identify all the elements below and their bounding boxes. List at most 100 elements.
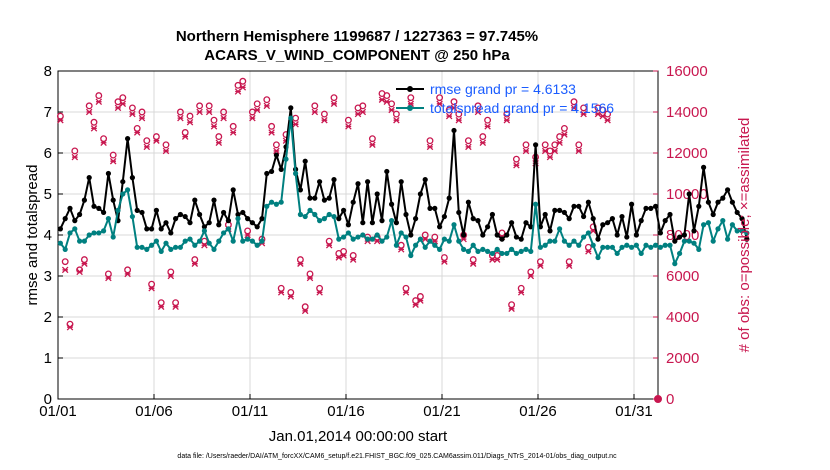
spread-point xyxy=(609,244,616,250)
obs-possible-marker xyxy=(584,243,592,251)
spread-point xyxy=(216,238,222,244)
obs-assimilated-marker xyxy=(311,108,319,116)
obs-possible-marker xyxy=(493,252,501,259)
spread-point xyxy=(360,232,366,238)
obs-assimilated-marker xyxy=(469,260,477,267)
obs-assimilated-marker xyxy=(565,262,573,270)
y-tick-right-label: 4000 xyxy=(666,309,699,326)
y-tick-left-label: 3 xyxy=(44,268,52,285)
spread-point xyxy=(134,244,140,250)
obs-possible-marker xyxy=(426,137,434,145)
obs-assimilated-marker xyxy=(301,307,309,315)
rmse-point xyxy=(216,222,222,228)
spread-point xyxy=(662,242,668,248)
spread-point xyxy=(513,250,520,257)
obs-assimilated-marker xyxy=(604,116,611,124)
spread-point xyxy=(206,240,212,246)
obs-assimilated-marker xyxy=(220,114,227,122)
spread-point xyxy=(552,238,558,244)
spread-point xyxy=(672,261,678,267)
spread-point xyxy=(494,246,500,252)
spread-point xyxy=(576,242,582,248)
spread-point xyxy=(225,226,231,232)
rmse-point xyxy=(230,187,236,193)
obs-possible-marker xyxy=(61,258,69,266)
rmse-point xyxy=(513,234,520,240)
spread-point xyxy=(355,234,361,240)
y-tick-left-label: 2 xyxy=(44,309,52,326)
spread-point xyxy=(389,218,395,224)
rmse-point xyxy=(528,224,534,230)
rmse-point xyxy=(485,224,491,230)
rmse-point xyxy=(633,232,640,238)
rmse-point xyxy=(619,213,625,220)
rmse-point xyxy=(365,179,371,185)
rmse-point xyxy=(77,211,83,218)
spread-point xyxy=(129,213,135,220)
rmse-point xyxy=(681,232,688,238)
obs-possible-marker xyxy=(263,96,271,104)
rmse-point xyxy=(437,224,443,230)
spread-point xyxy=(489,250,495,257)
rmse-point xyxy=(240,209,246,216)
rmse-point xyxy=(317,179,323,185)
spread-point xyxy=(144,246,150,252)
obs-possible-marker xyxy=(85,102,93,110)
spread-point xyxy=(638,250,644,257)
rmse-point xyxy=(331,177,337,183)
spread-point xyxy=(177,244,183,250)
rmse-point xyxy=(110,197,116,203)
obs-possible-marker xyxy=(599,106,607,114)
obs-assimilated-marker xyxy=(493,256,501,263)
obs-assimilated-marker xyxy=(513,162,520,169)
rmse-point xyxy=(312,195,318,201)
obs-assimilated-marker xyxy=(81,260,88,267)
spread-point xyxy=(393,242,399,248)
spread-point xyxy=(710,238,716,244)
spread-point xyxy=(619,244,625,250)
obs-assimilated-marker xyxy=(268,129,275,136)
spread-point xyxy=(192,242,198,248)
rmse-point xyxy=(341,207,347,213)
obs-assimilated-marker xyxy=(191,260,199,267)
rmse-point xyxy=(643,205,649,211)
obs-possible-marker xyxy=(162,141,170,149)
rmse-point xyxy=(509,220,515,226)
obs-assimilated-marker xyxy=(556,139,563,147)
rmse-point xyxy=(393,220,399,226)
spread-point xyxy=(125,187,131,193)
obs-possible-marker xyxy=(138,108,146,116)
obs-possible-marker xyxy=(325,237,333,245)
spread-point xyxy=(504,250,510,257)
rmse-point xyxy=(552,207,558,213)
obs-assimilated-marker xyxy=(393,116,400,124)
obs-assimilated-marker xyxy=(306,274,314,282)
rmse-point xyxy=(605,220,611,226)
obs-possible-marker xyxy=(359,102,367,110)
rmse-point xyxy=(264,170,270,177)
rmse-point xyxy=(600,222,606,228)
obs-possible-marker xyxy=(176,108,184,116)
obs-possible-marker xyxy=(565,258,573,266)
obs-possible-marker xyxy=(436,94,444,102)
obs-possible-marker xyxy=(368,135,376,143)
rmse-point xyxy=(259,216,265,222)
x-tick-label: 01/26 xyxy=(519,403,557,420)
rmse-point xyxy=(427,205,433,211)
obs-assimilated-marker xyxy=(436,100,443,108)
obs-possible-marker xyxy=(560,124,568,132)
rmse-point xyxy=(729,199,736,205)
obs-possible-marker xyxy=(575,141,583,149)
spread-point xyxy=(441,236,447,242)
spread-point xyxy=(624,242,630,248)
obs-possible-marker xyxy=(205,102,213,110)
rmse-point xyxy=(566,216,572,222)
obs-possible-marker xyxy=(90,118,98,126)
spread-point xyxy=(542,242,548,248)
data-file-footer: data file: /Users/raeder/DAI/ATM_forcXX/… xyxy=(177,453,617,460)
spread-point xyxy=(657,244,664,250)
obs-assimilated-marker xyxy=(205,108,213,116)
obs-assimilated-marker xyxy=(426,143,434,151)
obs-assimilated-marker xyxy=(537,262,544,270)
obs-possible-marker xyxy=(157,299,165,307)
